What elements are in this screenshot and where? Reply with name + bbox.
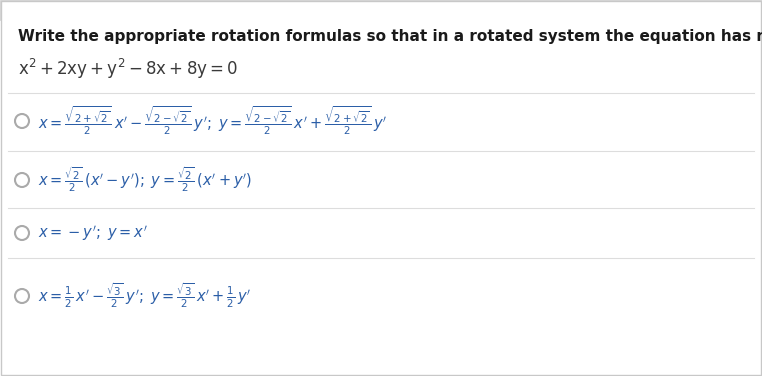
Text: $\mathsf{x^2 + 2xy + y^2 - 8x + 8y = 0}$: $\mathsf{x^2 + 2xy + y^2 - 8x + 8y = 0}$	[18, 57, 239, 81]
Text: $x = \frac{\sqrt{2+\sqrt{2}}}{2}\,x' - \frac{\sqrt{2-\sqrt{2}}}{2}\,y'$$;\; y = : $x = \frac{\sqrt{2+\sqrt{2}}}{2}\,x' - \…	[38, 105, 387, 138]
Text: $x = \frac{\sqrt{2}}{2}\,(x' - y');\; y = \frac{\sqrt{2}}{2}\,(x' + y')$: $x = \frac{\sqrt{2}}{2}\,(x' - y');\; y …	[38, 165, 252, 194]
Text: $x = \frac{1}{2}\,x' - \frac{\sqrt{3}}{2}\,y';\; y = \frac{\sqrt{3}}{2}\,x' + \f: $x = \frac{1}{2}\,x' - \frac{\sqrt{3}}{2…	[38, 282, 251, 310]
Bar	[0, 0, 762, 20]
Text: $x = -y';\; y = x'$: $x = -y';\; y = x'$	[38, 223, 148, 243]
Text: Write the appropriate rotation formulas so that in a rotated system the equation: Write the appropriate rotation formulas …	[18, 29, 762, 44]
